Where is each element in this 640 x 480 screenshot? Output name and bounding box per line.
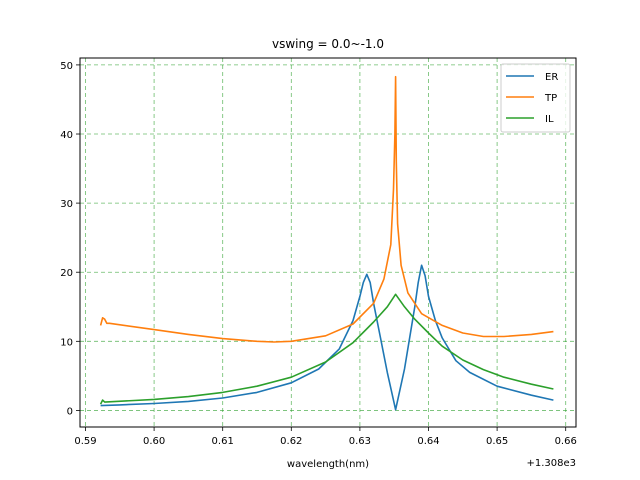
legend-label-er: ER (545, 72, 558, 83)
x-axis-label: wavelength(nm) (287, 459, 369, 470)
x-tick-label: 0.65 (486, 436, 508, 447)
y-tick-label: 30 (60, 199, 73, 210)
legend-label-il: IL (545, 114, 554, 125)
x-tick-label: 0.59 (74, 436, 96, 447)
x-tick-label: 0.66 (555, 436, 577, 447)
x-tick-label: 0.61 (212, 436, 234, 447)
series-lines (99, 75, 554, 411)
chart-title: vswing = 0.0~-1.0 (272, 37, 384, 51)
x-tick-label: 0.62 (280, 436, 302, 447)
x-tick-label: 0.60 (143, 436, 165, 447)
grid (80, 58, 576, 427)
x-tick-label: 0.63 (349, 436, 371, 447)
x-axis-ticks: 0.59 0.60 0.61 0.62 0.63 0.64 0.65 0.66 (74, 427, 577, 447)
plot-frame (79, 57, 577, 428)
legend-label-tp: TP (544, 93, 557, 104)
y-tick-label: 20 (60, 268, 73, 279)
legend: ER TP IL (500, 63, 571, 133)
y-tick-label: 50 (60, 61, 73, 72)
y-tick-label: 0 (67, 406, 73, 417)
series-line-tp (99, 75, 554, 343)
y-tick-label: 10 (60, 337, 73, 348)
y-axis-ticks: 0 10 20 30 40 50 (60, 61, 80, 417)
series-line-il (99, 293, 554, 405)
x-axis-offset-label: +1.308e3 (526, 458, 576, 469)
series-line-er (100, 264, 554, 411)
legend-box (500, 63, 571, 133)
y-tick-label: 40 (60, 130, 73, 141)
x-tick-label: 0.64 (417, 436, 439, 447)
